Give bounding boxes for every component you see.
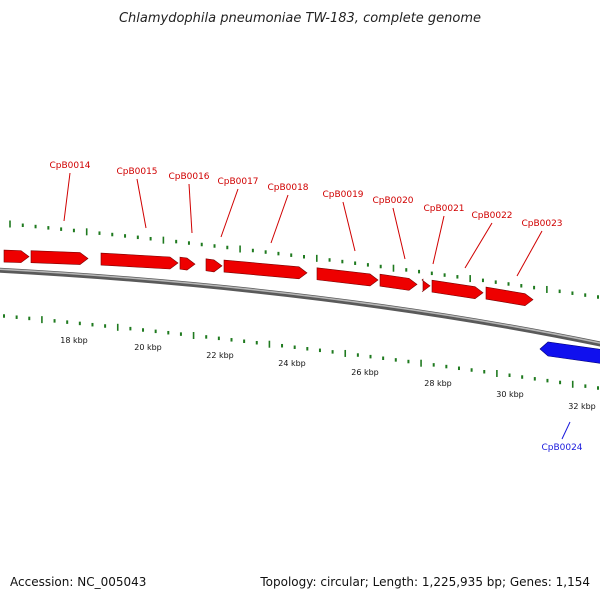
forward-gene-leader-2: [188, 183, 193, 234]
kbp-label-32: 32 kbp: [568, 402, 596, 411]
forward-gene-arrow-7[interactable]: [379, 273, 418, 291]
label-leaders: [63, 172, 571, 440]
forward-gene-arrow-9[interactable]: [431, 279, 484, 300]
gene-label-cpb0016[interactable]: CpB0016: [168, 172, 209, 182]
kbp-label-30: 30 kbp: [496, 390, 524, 399]
gene-label-cpb0014[interactable]: CpB0014: [49, 161, 90, 171]
gene-label-cpb0019[interactable]: CpB0019: [322, 190, 363, 200]
kbp-label-18: 18 kbp: [60, 336, 88, 345]
reverse-gene-arrow-cpb0024[interactable]: [539, 341, 600, 364]
kbp-label-22: 22 kbp: [206, 351, 234, 360]
outer-tick-ring: [9, 220, 599, 299]
gene-label-cpb0023[interactable]: CpB0023: [521, 219, 562, 229]
gene-label-cpb0017[interactable]: CpB0017: [217, 177, 258, 187]
forward-gene-arrow-10[interactable]: [485, 286, 534, 307]
forward-gene-arrow-0[interactable]: [3, 249, 30, 263]
forward-gene-leader-3: [220, 188, 239, 238]
inner-tick-ring: [3, 314, 599, 390]
forward-gene-leader-8: [464, 222, 493, 269]
forward-gene-leader-7: [432, 215, 445, 265]
gene-label-cpb0024[interactable]: CpB0024: [541, 443, 582, 453]
kbp-label-20: 20 kbp: [134, 343, 162, 352]
forward-gene-arrow-5[interactable]: [223, 259, 308, 280]
reverse-gene-leader-0: [561, 421, 571, 440]
forward-gene-leader-9: [516, 230, 543, 277]
forward-gene-arrow-6[interactable]: [316, 267, 379, 287]
gene-label-cpb0020[interactable]: CpB0020: [372, 196, 413, 206]
gene-label-cpb0021[interactable]: CpB0021: [423, 204, 464, 214]
genome-backbone: [0, 267, 600, 347]
kbp-label-26: 26 kbp: [351, 368, 379, 377]
kbp-label-24: 24 kbp: [278, 359, 306, 368]
forward-gene-leader-1: [136, 178, 147, 229]
accession-text: Accession: NC_005043: [10, 575, 146, 589]
gene-label-cpb0018[interactable]: CpB0018: [267, 183, 308, 193]
gene-label-cpb0022[interactable]: CpB0022: [471, 211, 512, 221]
kbp-label-28: 28 kbp: [424, 379, 452, 388]
gene-label-cpb0015[interactable]: CpB0015: [116, 167, 157, 177]
genome-summary-text: Topology: circular; Length: 1,225,935 bp…: [259, 575, 590, 589]
forward-gene-arrow-4[interactable]: [205, 258, 223, 273]
forward-gene-leader-6: [392, 207, 406, 260]
forward-gene-leader-4: [270, 194, 289, 244]
forward-gene-arrow-1[interactable]: [30, 250, 89, 265]
gene-track: [3, 249, 600, 364]
forward-gene-arrow-8[interactable]: [421, 278, 431, 293]
forward-gene-arrow-2[interactable]: [100, 252, 179, 270]
forward-gene-arrow-3[interactable]: [179, 256, 196, 271]
forward-gene-leader-5: [342, 201, 356, 252]
genome-backbone-highlight: [0, 268, 600, 344]
forward-gene-leader-0: [63, 172, 71, 222]
map-title: Chlamydophila pneumoniae TW-183, complet…: [119, 11, 481, 26]
